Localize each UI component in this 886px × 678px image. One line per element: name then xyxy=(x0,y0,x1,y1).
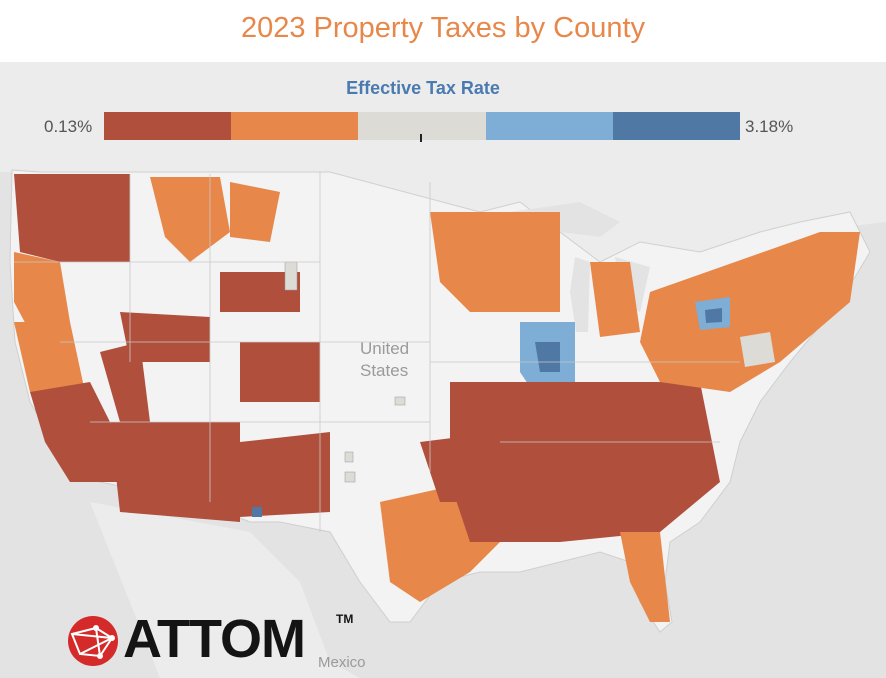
region-nm xyxy=(240,432,330,517)
county-gray xyxy=(284,261,298,291)
legend-segment-5[interactable] xyxy=(612,112,741,140)
county-blue xyxy=(252,507,262,517)
region-ut xyxy=(120,312,210,362)
map-svg xyxy=(0,62,886,678)
state-borders xyxy=(14,172,740,532)
legend-min-label: 0.13% xyxy=(44,117,93,136)
legend-title: Effective Tax Rate xyxy=(346,78,500,98)
region-northeast xyxy=(640,232,860,392)
mexico-land xyxy=(90,502,360,678)
country-label-line1: United xyxy=(360,339,410,358)
region-az xyxy=(110,422,240,522)
chart-title: 2023 Property Taxes by County xyxy=(240,12,646,44)
region-pnw-orange xyxy=(14,252,70,332)
country-label-mexico: Mexico xyxy=(318,654,366,671)
region-pnw xyxy=(14,174,130,262)
county-gray xyxy=(344,471,356,483)
legend-segment-4[interactable] xyxy=(485,112,613,140)
map-canvas[interactable] xyxy=(0,62,886,678)
legend-segment-3[interactable] xyxy=(358,112,486,140)
county-gray xyxy=(394,396,406,406)
region-nj-gray xyxy=(740,332,775,367)
country-label-us: United States xyxy=(360,338,409,382)
region-mt xyxy=(230,182,280,242)
legend-max-label: 3.18% xyxy=(745,117,794,136)
legend-median-tick xyxy=(420,134,422,142)
region-mn-wi xyxy=(430,212,560,312)
attom-brand-text: ATTOM xyxy=(123,609,306,669)
lake-michigan xyxy=(570,257,590,332)
county-gray xyxy=(344,451,354,463)
region-ca-south xyxy=(30,382,120,482)
region-ny-high xyxy=(705,308,722,323)
region-mi xyxy=(590,262,640,337)
country-label-line2: States xyxy=(360,361,409,380)
region-south xyxy=(450,382,720,542)
region-il-high xyxy=(535,342,560,372)
region-wy xyxy=(220,272,300,312)
legend-segment-1[interactable] xyxy=(104,112,232,140)
legend-color-bar[interactable] xyxy=(104,112,741,140)
attom-logo: ATTOM TM xyxy=(66,609,366,669)
attom-globe-icon xyxy=(68,616,118,666)
region-florida xyxy=(620,532,670,622)
attom-trademark: TM xyxy=(336,612,354,626)
region-co xyxy=(240,342,320,402)
legend-segment-2[interactable] xyxy=(231,112,359,140)
